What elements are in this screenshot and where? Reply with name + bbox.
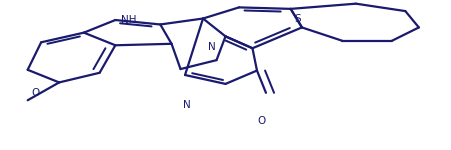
Text: N: N	[208, 42, 216, 52]
Text: N: N	[184, 100, 191, 110]
Text: O: O	[32, 88, 40, 98]
Text: O: O	[258, 116, 266, 126]
Text: NH: NH	[121, 15, 137, 25]
Text: S: S	[294, 14, 301, 24]
